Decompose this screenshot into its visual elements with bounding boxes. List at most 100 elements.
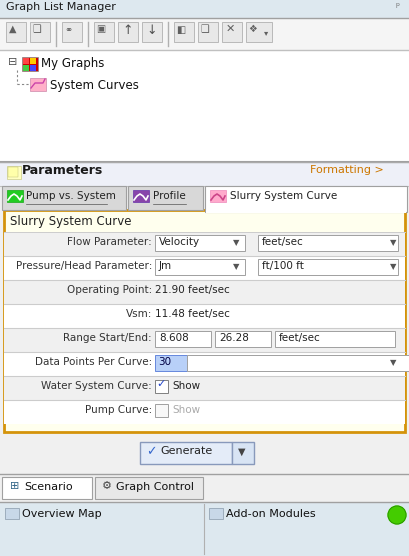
- Text: Pump Curve:: Pump Curve:: [85, 405, 152, 415]
- Text: Pressure/Head Parameter:: Pressure/Head Parameter:: [16, 261, 152, 271]
- Text: Parameters: Parameters: [22, 164, 103, 177]
- Text: ✓: ✓: [156, 379, 165, 389]
- Bar: [246, 22, 272, 42]
- Bar: [155, 355, 187, 371]
- Text: Profile: Profile: [153, 191, 186, 201]
- Bar: [133, 190, 149, 202]
- Bar: [205, 186, 407, 212]
- Text: Graph Control: Graph Control: [116, 482, 194, 492]
- Text: ✕: ✕: [226, 24, 235, 34]
- Text: Graph List Manager: Graph List Manager: [6, 2, 116, 12]
- Bar: [0, 50, 409, 162]
- Bar: [140, 442, 232, 464]
- Text: ↓: ↓: [146, 24, 157, 37]
- Text: My Graphs: My Graphs: [41, 57, 104, 70]
- Text: Scenario: Scenario: [24, 482, 73, 492]
- Text: ❑: ❑: [200, 24, 209, 34]
- Bar: [0, 502, 409, 556]
- Text: Generate: Generate: [160, 446, 212, 456]
- Text: ↑: ↑: [122, 24, 133, 37]
- Bar: [62, 22, 82, 42]
- Bar: [258, 259, 398, 275]
- Text: ▼: ▼: [390, 358, 396, 367]
- Text: Show: Show: [172, 405, 200, 415]
- Bar: [232, 442, 254, 464]
- Bar: [174, 22, 194, 42]
- Bar: [6, 22, 26, 42]
- Text: 8.608: 8.608: [159, 333, 189, 343]
- Bar: [0, 18, 409, 50]
- Text: 11.48 feet/sec: 11.48 feet/sec: [155, 309, 230, 319]
- Bar: [23, 65, 29, 71]
- Text: ▾: ▾: [264, 28, 268, 37]
- Bar: [4, 210, 405, 432]
- Bar: [4, 280, 405, 304]
- Text: ❑: ❑: [32, 24, 41, 34]
- Bar: [23, 58, 29, 64]
- Bar: [4, 376, 405, 400]
- Text: Range Start/End:: Range Start/End:: [63, 333, 152, 343]
- Bar: [128, 186, 203, 210]
- Text: 21.90 feet/sec: 21.90 feet/sec: [155, 285, 230, 295]
- Text: ❖: ❖: [248, 24, 257, 34]
- Text: Formatting >: Formatting >: [310, 165, 384, 175]
- Text: Slurry System Curve: Slurry System Curve: [230, 191, 337, 201]
- Bar: [275, 331, 395, 347]
- Text: Velocity: Velocity: [159, 237, 200, 247]
- Bar: [4, 352, 405, 376]
- Bar: [222, 22, 242, 42]
- Bar: [22, 57, 38, 71]
- Text: Jm: Jm: [159, 261, 172, 271]
- Bar: [4, 328, 405, 352]
- Bar: [206, 210, 406, 213]
- Bar: [95, 477, 203, 499]
- Bar: [7, 190, 23, 202]
- Text: 26.28: 26.28: [219, 333, 249, 343]
- Bar: [187, 355, 409, 371]
- Bar: [155, 331, 211, 347]
- Circle shape: [388, 506, 406, 524]
- Text: ✓: ✓: [146, 445, 157, 458]
- Bar: [30, 78, 46, 91]
- Text: Show: Show: [172, 381, 200, 391]
- Bar: [4, 232, 405, 256]
- Text: feet/sec: feet/sec: [262, 237, 304, 247]
- Text: ▼: ▼: [390, 262, 396, 271]
- Text: Add-on Modules: Add-on Modules: [226, 509, 316, 519]
- Text: Operating Point:: Operating Point:: [67, 285, 152, 295]
- Bar: [155, 235, 245, 251]
- Text: ⊞: ⊞: [10, 481, 19, 491]
- Bar: [118, 22, 138, 42]
- Text: Overview Map: Overview Map: [22, 509, 101, 519]
- Bar: [142, 22, 162, 42]
- Bar: [5, 508, 19, 519]
- Text: ◧: ◧: [176, 25, 185, 35]
- Text: Pump vs. System: Pump vs. System: [26, 191, 116, 201]
- Bar: [209, 508, 223, 519]
- Text: System Curves: System Curves: [50, 79, 139, 92]
- Text: ⚭: ⚭: [64, 25, 72, 35]
- Text: ft/100 ft: ft/100 ft: [262, 261, 304, 271]
- Bar: [4, 256, 405, 280]
- Bar: [30, 58, 36, 64]
- Text: ▼: ▼: [238, 447, 245, 457]
- Text: ⚙: ⚙: [102, 481, 112, 491]
- Text: ▲: ▲: [9, 24, 16, 34]
- Text: Slurry System Curve: Slurry System Curve: [10, 215, 132, 228]
- Text: Vsm:: Vsm:: [126, 309, 152, 319]
- Text: Data Points Per Curve:: Data Points Per Curve:: [35, 357, 152, 367]
- Text: ▼: ▼: [390, 238, 396, 247]
- Text: ▼: ▼: [233, 238, 240, 247]
- Text: ᵖ: ᵖ: [395, 2, 399, 12]
- Bar: [2, 186, 126, 210]
- Bar: [198, 22, 218, 42]
- Bar: [0, 0, 409, 18]
- Text: ▣: ▣: [96, 24, 105, 34]
- Text: ⊟: ⊟: [8, 57, 17, 67]
- Text: ▼: ▼: [233, 262, 240, 271]
- Text: feet/sec: feet/sec: [279, 333, 321, 343]
- Bar: [155, 404, 168, 417]
- Bar: [4, 400, 405, 424]
- Bar: [215, 331, 271, 347]
- Bar: [7, 166, 21, 179]
